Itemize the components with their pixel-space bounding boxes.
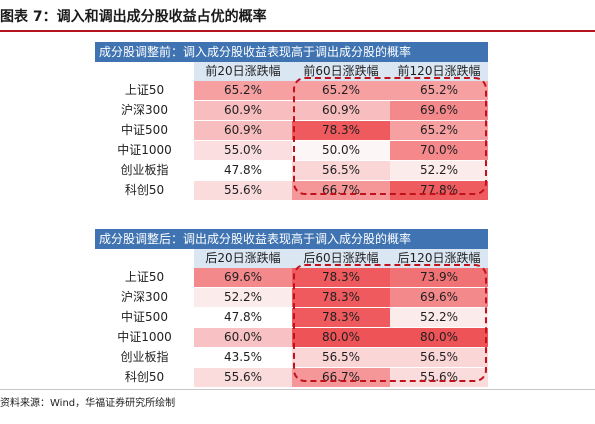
probability-cell: 60.9% [292,100,390,121]
table-row: 创业板指 47.8% 56.5% 52.2% [95,160,489,181]
column-header: 后120日涨跌幅 [390,249,489,268]
probability-cell: 78.3% [292,120,390,141]
table-banner: 成分股调整前：调入成分股收益表现高于调出成分股的概率 [95,42,489,62]
highlight-dashed-box [293,264,487,382]
probability-cell: 55.6% [194,180,292,201]
probability-cell: 56.5% [292,160,390,181]
post-adjustment-table: 成分股调整后：调出成分股收益表现高于调入成分股的概率 后20日涨跌幅 后60日涨… [95,229,489,388]
column-header: 前120日涨跌幅 [390,62,489,81]
table-row: 中证1000 60.0% 80.0% 80.0% [95,327,489,348]
probability-cell: 65.2% [390,81,489,101]
table-row: 中证1000 55.0% 50.0% 70.0% [95,140,489,161]
probability-cell: 47.8% [194,307,292,328]
column-header: 前60日涨跌幅 [292,62,390,81]
index-name: 中证500 [95,120,194,141]
probability-cell: 80.0% [390,327,489,348]
index-name: 科创50 [95,367,194,388]
probability-cell: 78.3% [292,287,390,308]
probability-cell: 55.6% [194,367,292,388]
probability-cell: 78.3% [292,307,390,328]
figure-title: 图表 7：调入和调出成分股收益占优的概率 [0,9,267,25]
header-blank [95,249,194,268]
title-divider [0,30,595,32]
probability-cell: 52.2% [194,287,292,308]
table-row: 上证50 69.6% 78.3% 73.9% [95,268,489,288]
probability-cell: 80.0% [292,327,390,348]
probability-cell: 73.9% [390,268,489,288]
probability-cell: 69.6% [390,100,489,121]
pre-adjustment-table: 成分股调整前：调入成分股收益表现高于调出成分股的概率 前20日涨跌幅 前60日涨… [95,42,489,201]
column-header: 前20日涨跌幅 [194,62,292,81]
index-name: 科创50 [95,180,194,201]
probability-cell: 56.5% [390,347,489,368]
table-row: 沪深300 52.2% 78.3% 69.6% [95,287,489,308]
probability-cell: 70.0% [390,140,489,161]
index-name: 中证1000 [95,140,194,161]
probability-cell: 50.0% [292,140,390,161]
probability-cell: 78.3% [292,268,390,288]
column-header: 后20日涨跌幅 [194,249,292,268]
highlight-dashed-box [293,77,487,195]
probability-cell: 56.5% [292,347,390,368]
probability-cell: 65.2% [194,81,292,101]
table-row: 沪深300 60.9% 60.9% 69.6% [95,100,489,121]
probability-cell: 60.9% [194,120,292,141]
table-row: 上证50 65.2% 65.2% 65.2% [95,81,489,101]
probability-cell: 55.0% [194,140,292,161]
source-note: 资料来源：Wind，华福证券研究所绘制 [0,398,176,409]
probability-cell: 52.2% [390,307,489,328]
table-row: 中证500 60.9% 78.3% 65.2% [95,120,489,141]
index-name: 上证50 [95,81,194,101]
table-row: 科创50 55.6% 66.7% 77.8% [95,180,489,201]
probability-cell: 69.6% [390,287,489,308]
index-name: 沪深300 [95,100,194,121]
header-blank [95,62,194,81]
probability-cell: 43.5% [194,347,292,368]
probability-cell: 52.2% [390,160,489,181]
probability-cell: 69.6% [194,268,292,288]
probability-cell: 55.6% [390,367,489,388]
index-name: 中证1000 [95,327,194,348]
index-name: 创业板指 [95,347,194,368]
probability-cell: 60.9% [194,100,292,121]
index-name: 创业板指 [95,160,194,181]
column-header: 后60日涨跌幅 [292,249,390,268]
index-name: 上证50 [95,268,194,288]
table-banner: 成分股调整后：调出成分股收益表现高于调入成分股的概率 [95,229,489,249]
bottom-divider [0,389,595,390]
table-row: 中证500 47.8% 78.3% 52.2% [95,307,489,328]
probability-cell: 65.2% [390,120,489,141]
table-row: 科创50 55.6% 66.7% 55.6% [95,367,489,388]
index-name: 沪深300 [95,287,194,308]
probability-cell: 60.0% [194,327,292,348]
probability-cell: 47.8% [194,160,292,181]
probability-cell: 65.2% [292,81,390,101]
index-name: 中证500 [95,307,194,328]
table-row: 创业板指 43.5% 56.5% 56.5% [95,347,489,368]
